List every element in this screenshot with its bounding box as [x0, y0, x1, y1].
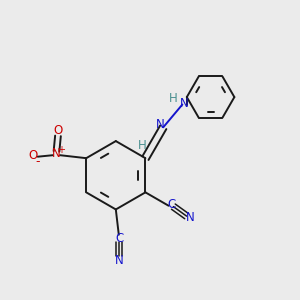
Text: -: -: [35, 154, 39, 168]
Text: N: N: [52, 147, 61, 160]
Text: O: O: [29, 149, 38, 162]
Text: O: O: [53, 124, 63, 137]
Text: +: +: [57, 145, 65, 155]
Text: N: N: [156, 118, 165, 131]
Text: N: N: [115, 254, 124, 267]
Text: C: C: [116, 232, 124, 245]
Text: C: C: [167, 198, 176, 211]
Text: H: H: [169, 92, 178, 105]
Text: H: H: [138, 139, 147, 152]
Text: N: N: [186, 211, 195, 224]
Text: N: N: [179, 97, 188, 110]
